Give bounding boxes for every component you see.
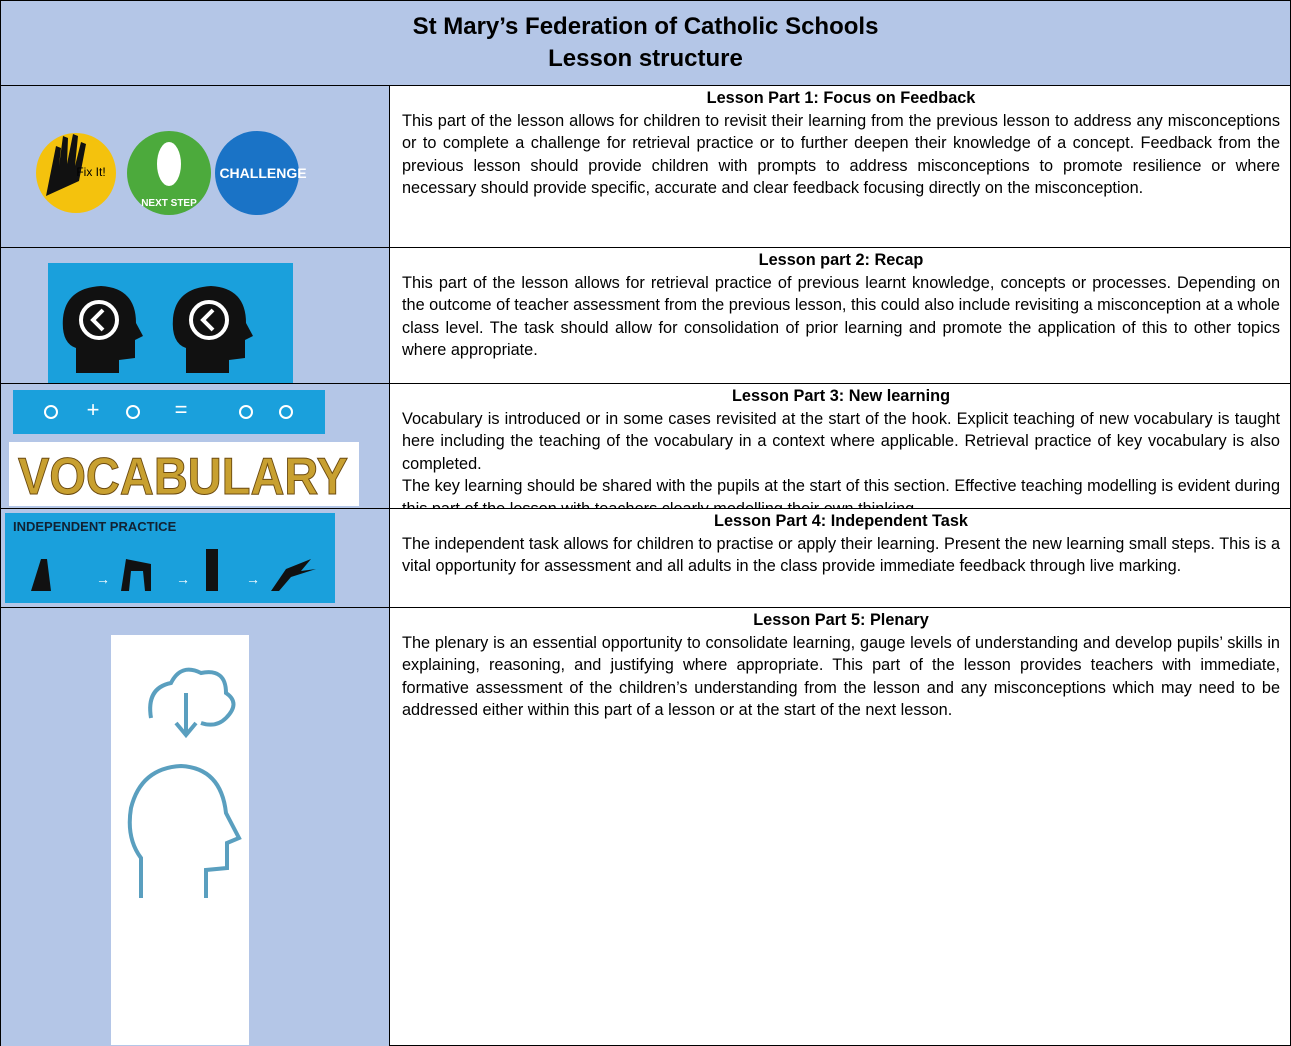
- icon-text: CHALLENGE: [219, 165, 306, 181]
- row-title: Lesson Part 1: Focus on Feedback: [706, 89, 976, 107]
- text-cell: Lesson Part 4: Independent Task The inde…: [390, 509, 1290, 607]
- icon-cell: + = VOCABULARY: [1, 384, 390, 508]
- title: St Mary’s Federation of Catholic Schools: [412, 13, 879, 40]
- svg-text:→: →: [96, 571, 110, 587]
- paragraph: The plenary is an essential opportunity …: [402, 633, 1280, 720]
- row: Lesson Part 5: Plenary The plenary is an…: [1, 608, 1290, 1046]
- svg-text:=: =: [175, 397, 188, 422]
- row: + = VOCABULARY Lesson Part 3: New learni…: [1, 384, 1290, 509]
- row: Lesson part 2: Recap This part of the le…: [1, 248, 1290, 384]
- paragraph: The key learning should be shared with t…: [402, 477, 1280, 508]
- svg-text:→: →: [176, 571, 190, 587]
- header: St Mary’s Federation of Catholic Schools…: [1, 1, 1290, 86]
- icon-cell: Fix It! NEXT STEP CHALLENGE: [1, 86, 390, 247]
- icon-text: VOCABULARY: [18, 448, 348, 506]
- feedback-icons: Fix It! NEXT STEP CHALLENGE: [36, 131, 307, 215]
- icon-text: NEXT STEP: [141, 198, 197, 209]
- icon-cell: [1, 248, 390, 383]
- icon-text: Fix It!: [76, 165, 105, 179]
- text-cell: Lesson Part 3: New learning Vocabulary i…: [390, 384, 1290, 508]
- text-cell: Lesson part 2: Recap This part of the le…: [390, 248, 1290, 383]
- row-title: Lesson Part 4: Independent Task: [714, 512, 968, 530]
- row: INDEPENDENT PRACTICE → → → Lesson Part 4: …: [1, 509, 1290, 608]
- recap-icon: [48, 263, 293, 383]
- paragraph: Vocabulary is introduced or in some case…: [402, 409, 1280, 473]
- row-title: Lesson Part 3: New learning: [731, 387, 951, 405]
- icon-cell: [1, 608, 390, 1046]
- svg-text:→: →: [246, 571, 260, 587]
- svg-text:+: +: [87, 397, 100, 422]
- plenary-icon: [111, 635, 249, 1045]
- row-title: Lesson part 2: Recap: [758, 251, 924, 269]
- paragraph: This part of the lesson allows for child…: [402, 111, 1280, 198]
- icon-text: INDEPENDENT PRACTICE: [13, 519, 177, 534]
- text-cell: Lesson Part 1: Focus on Feedback This pa…: [390, 86, 1290, 247]
- paragraph: The independent task allows for children…: [402, 534, 1280, 576]
- row-title: Lesson Part 5: Plenary: [753, 611, 929, 629]
- row: Fix It! NEXT STEP CHALLENGE Lesson Part …: [1, 86, 1290, 248]
- learning-icons: + = VOCABULARY: [9, 390, 359, 507]
- subtitle: Lesson structure: [548, 45, 743, 72]
- practice-icon: INDEPENDENT PRACTICE → → →: [5, 513, 335, 603]
- paragraph: This part of the lesson allows for retri…: [402, 273, 1280, 360]
- icon-cell: INDEPENDENT PRACTICE → → →: [1, 509, 390, 607]
- text-cell: Lesson Part 5: Plenary The plenary is an…: [390, 608, 1290, 1046]
